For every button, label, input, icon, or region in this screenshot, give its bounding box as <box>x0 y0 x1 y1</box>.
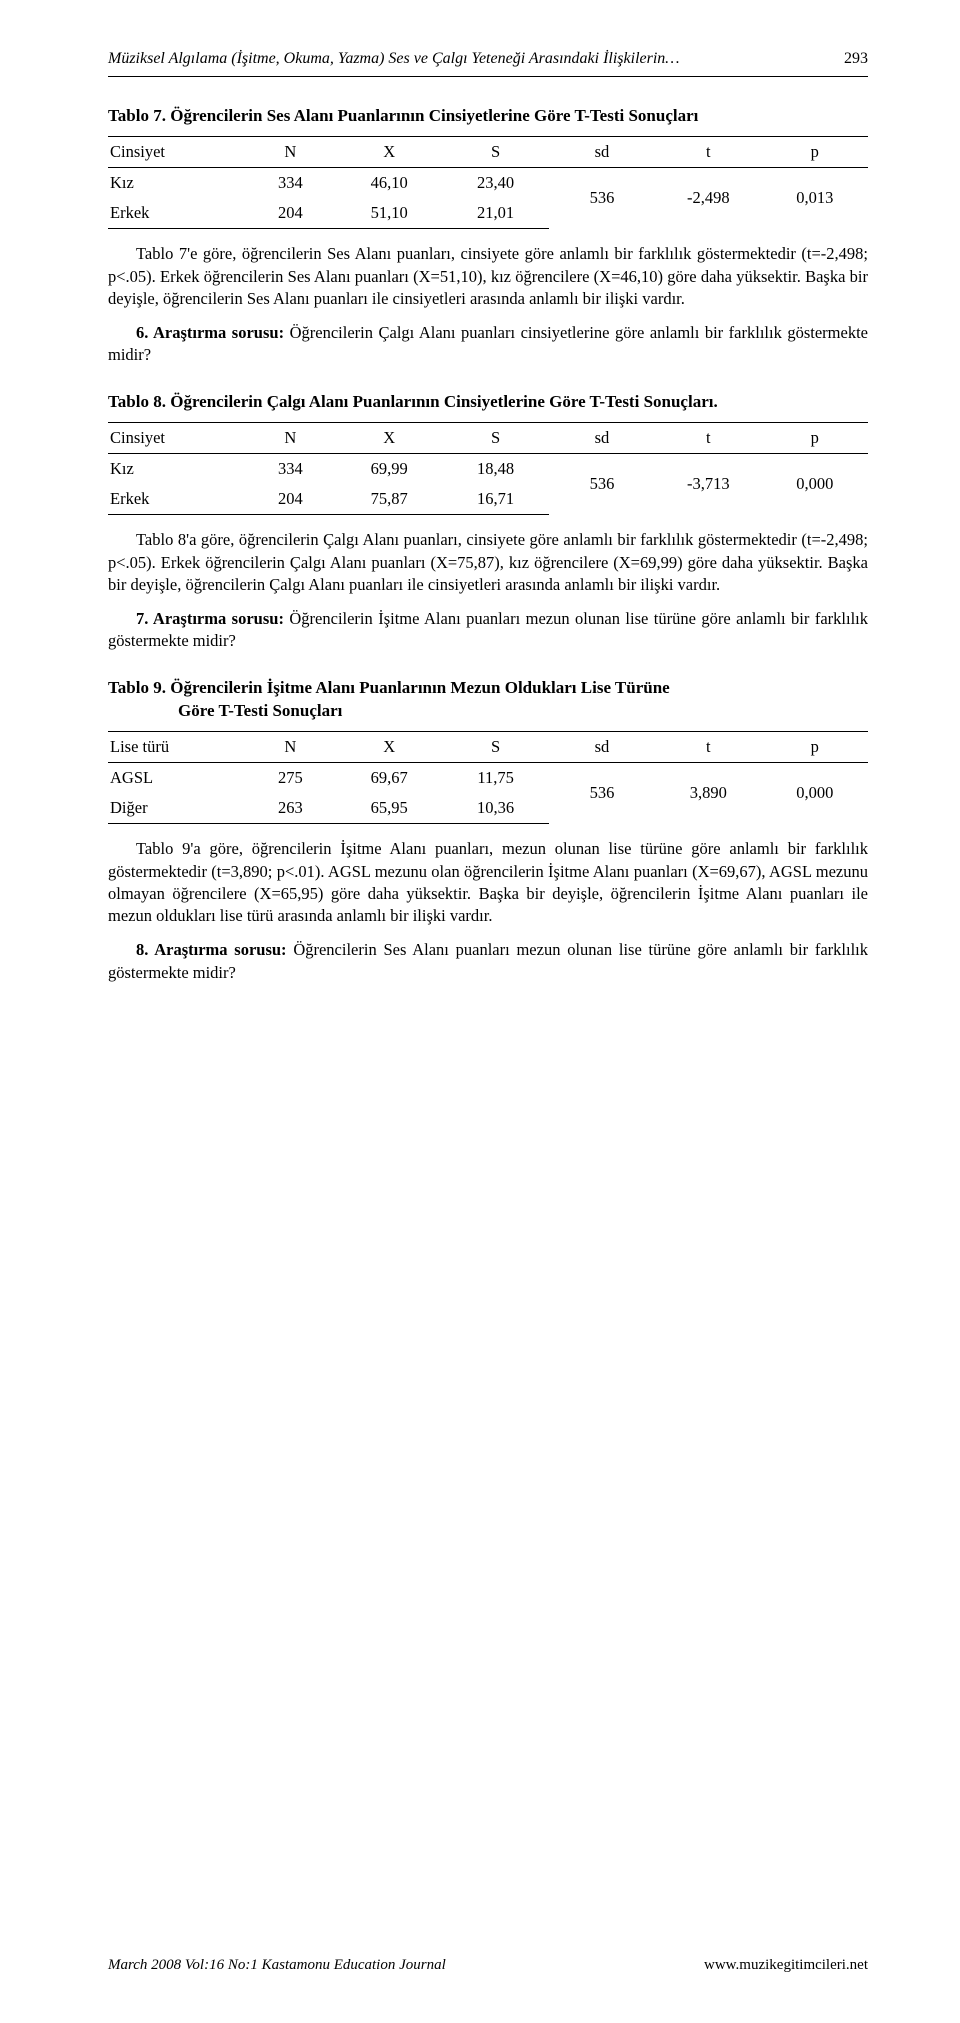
t9-r0-s: 11,75 <box>442 762 548 793</box>
t8-col-3: S <box>442 422 548 453</box>
t9-col-1: N <box>245 731 336 762</box>
table-row: Kız 334 69,99 18,48 536 -3,713 0,000 <box>108 453 868 484</box>
q8-label: 8. Araştırma sorusu: <box>136 940 287 959</box>
t8-t: -3,713 <box>655 453 761 515</box>
t8-r1-label: Erkek <box>108 484 245 515</box>
question-6: 6. Araştırma sorusu: Öğrencilerin Çalgı … <box>108 322 868 367</box>
table7-col-sd: sd <box>549 136 655 167</box>
table8-header-row: Cinsiyet N X S sd t p <box>108 422 868 453</box>
t9-col-2: X <box>336 731 442 762</box>
t8-p: 0,000 <box>762 453 868 515</box>
t8-r0-x: 69,99 <box>336 453 442 484</box>
t9-col-5: t <box>655 731 761 762</box>
t9-r1-x: 65,95 <box>336 793 442 824</box>
t9-r1-s: 10,36 <box>442 793 548 824</box>
t8-r1-s: 16,71 <box>442 484 548 515</box>
t8-r1-n: 204 <box>245 484 336 515</box>
t9-p: 0,000 <box>762 762 868 824</box>
t8-col-6: p <box>762 422 868 453</box>
table8: Cinsiyet N X S sd t p Kız 334 69,99 18,4… <box>108 422 868 516</box>
page-number: 293 <box>844 48 868 70</box>
table9-title-l1: Öğrencilerin İşitme Alanı Puanlarının Me… <box>170 678 670 697</box>
t9-r0-x: 69,67 <box>336 762 442 793</box>
table7-header-row: Cinsiyet N X S sd t p <box>108 136 868 167</box>
t9-col-0: Lise türü <box>108 731 245 762</box>
running-head: Müziksel Algılama (İşitme, Okuma, Yazma)… <box>108 48 868 70</box>
table7-col-n: N <box>245 136 336 167</box>
table7-title: Öğrencilerin Ses Alanı Puanlarının Cinsi… <box>170 106 698 125</box>
table7-col-s: S <box>442 136 548 167</box>
t7-p: 0,013 <box>762 167 868 229</box>
t9-col-6: p <box>762 731 868 762</box>
running-head-title: Müziksel Algılama (İşitme, Okuma, Yazma)… <box>108 48 680 70</box>
t7-sd: 536 <box>549 167 655 229</box>
table7: Cinsiyet N X S sd t p Kız 334 46,10 23,4… <box>108 136 868 230</box>
page-footer: March 2008 Vol:16 No:1 Kastamonu Educati… <box>108 1955 868 1975</box>
table9-title-l2: Göre T-Testi Sonuçları <box>108 700 868 723</box>
table7-col-cinsiyet: Cinsiyet <box>108 136 245 167</box>
t9-r0-n: 275 <box>245 762 336 793</box>
t9-col-4: sd <box>549 731 655 762</box>
table7-col-t: t <box>655 136 761 167</box>
t7-r1-n: 204 <box>245 198 336 229</box>
t7-r0-n: 334 <box>245 167 336 198</box>
t9-col-3: S <box>442 731 548 762</box>
footer-right: www.muzikegitimcileri.net <box>704 1955 868 1975</box>
t9-r1-label: Diğer <box>108 793 245 824</box>
para-after-table9: Tablo 9'a göre, öğrencilerin İşitme Alan… <box>108 838 868 927</box>
t8-col-1: N <box>245 422 336 453</box>
table7-caption: Tablo 7. Öğrencilerin Ses Alanı Puanları… <box>108 105 868 128</box>
table9-label: Tablo 9. <box>108 678 166 697</box>
question-8: 8. Araştırma sorusu: Öğrencilerin Ses Al… <box>108 939 868 984</box>
table-row: Kız 334 46,10 23,40 536 -2,498 0,013 <box>108 167 868 198</box>
footer-left: March 2008 Vol:16 No:1 Kastamonu Educati… <box>108 1955 446 1975</box>
t8-r0-n: 334 <box>245 453 336 484</box>
t9-r0-label: AGSL <box>108 762 245 793</box>
q6-label: 6. Araştırma sorusu: <box>136 323 284 342</box>
t7-r0-x: 46,10 <box>336 167 442 198</box>
table8-label: Tablo 8. <box>108 392 166 411</box>
t8-col-4: sd <box>549 422 655 453</box>
table9: Lise türü N X S sd t p AGSL 275 69,67 11… <box>108 731 868 825</box>
table9-caption: Tablo 9. Öğrencilerin İşitme Alanı Puanl… <box>108 677 868 723</box>
page: Müziksel Algılama (İşitme, Okuma, Yazma)… <box>0 0 960 2023</box>
t8-col-2: X <box>336 422 442 453</box>
para-after-table8: Tablo 8'a göre, öğrencilerin Çalgı Alanı… <box>108 529 868 596</box>
t8-r1-x: 75,87 <box>336 484 442 515</box>
t7-r1-label: Erkek <box>108 198 245 229</box>
question-7: 7. Araştırma sorusu: Öğrencilerin İşitme… <box>108 608 868 653</box>
table8-title: Öğrencilerin Çalgı Alanı Puanlarının Cin… <box>166 392 718 411</box>
t9-t: 3,890 <box>655 762 761 824</box>
t8-col-0: Cinsiyet <box>108 422 245 453</box>
table-row: AGSL 275 69,67 11,75 536 3,890 0,000 <box>108 762 868 793</box>
t8-col-5: t <box>655 422 761 453</box>
table9-header-row: Lise türü N X S sd t p <box>108 731 868 762</box>
table7-label: Tablo 7. <box>108 106 166 125</box>
t8-sd: 536 <box>549 453 655 515</box>
t7-r0-label: Kız <box>108 167 245 198</box>
t8-r0-label: Kız <box>108 453 245 484</box>
t8-r0-s: 18,48 <box>442 453 548 484</box>
table7-col-x: X <box>336 136 442 167</box>
t7-t: -2,498 <box>655 167 761 229</box>
q7-label: 7. Araştırma sorusu: <box>136 609 284 628</box>
table7-col-p: p <box>762 136 868 167</box>
table8-caption: Tablo 8. Öğrencilerin Çalgı Alanı Puanla… <box>108 391 868 414</box>
head-rule <box>108 76 868 77</box>
t7-r1-x: 51,10 <box>336 198 442 229</box>
t7-r1-s: 21,01 <box>442 198 548 229</box>
para-after-table7: Tablo 7'e göre, öğrencilerin Ses Alanı p… <box>108 243 868 310</box>
t9-sd: 536 <box>549 762 655 824</box>
t9-r1-n: 263 <box>245 793 336 824</box>
t7-r0-s: 23,40 <box>442 167 548 198</box>
